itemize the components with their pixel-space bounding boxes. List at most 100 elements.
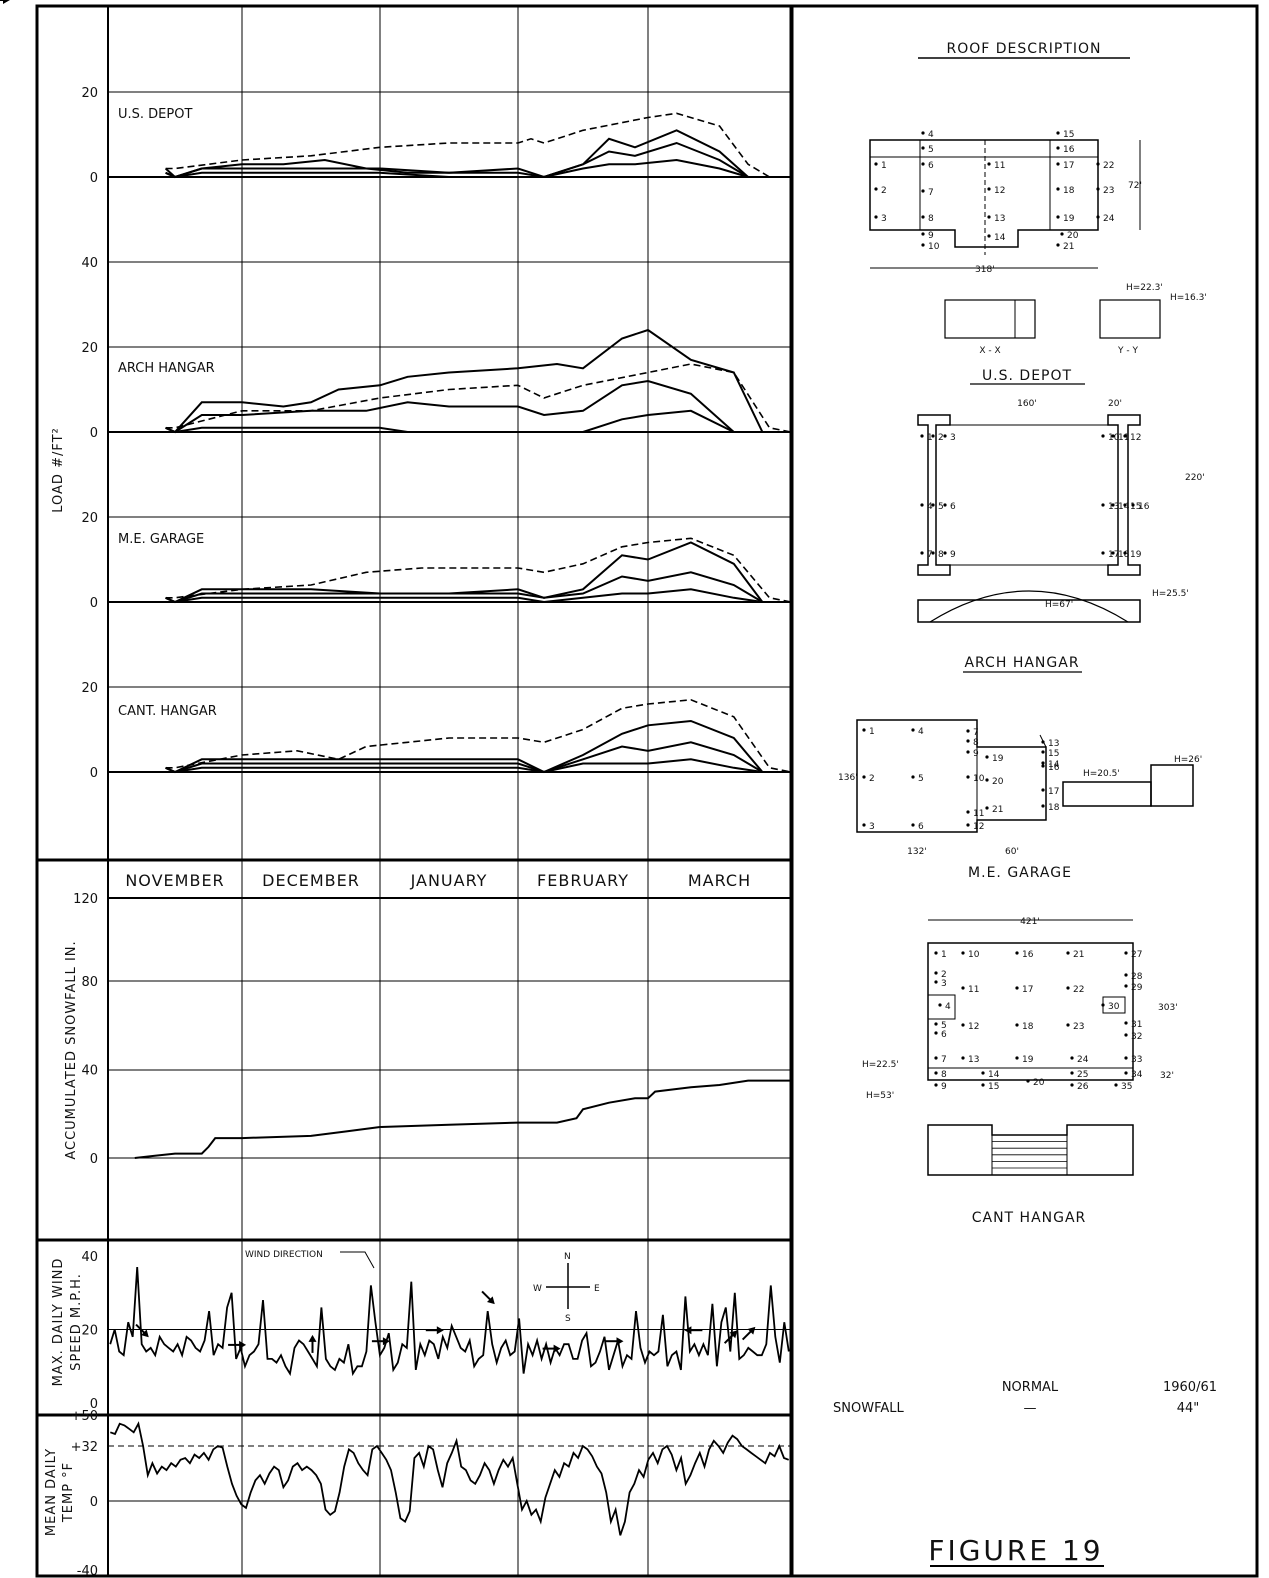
y-tick-label: +32 [71, 1440, 98, 1455]
roof-point [1101, 434, 1105, 438]
roof-point-label: 5 [938, 502, 944, 512]
season-value: 44" [1177, 1401, 1200, 1416]
temp-axis-label-line2: TEMP °F [61, 1462, 76, 1523]
wind-panel: 40 20 0 [0, 0, 791, 1412]
roof-point [961, 986, 965, 990]
dim-label: 60' [1005, 847, 1019, 857]
roof-point-label: 21 [1073, 950, 1084, 960]
month-band-frame [107, 859, 792, 899]
roof-point [1070, 1071, 1074, 1075]
dim-label: H=16.3' [1170, 293, 1207, 303]
y-tick-label: 80 [81, 975, 98, 990]
section-label: X - X [979, 346, 1000, 356]
wind-axis-label: MAX. DAILY WIND SPEED M.P.H. [51, 1258, 84, 1387]
roof-point-label: 16 [1022, 950, 1034, 960]
roof-point-label: 16 [1048, 763, 1060, 773]
roof-point-label: 24 [1077, 1055, 1089, 1065]
y-tick-label: 20 [81, 341, 98, 356]
load-panel: CANT. HANGAR 20 0 [81, 681, 792, 781]
wind-arrow [481, 1290, 495, 1305]
roof-point [1060, 232, 1064, 236]
wind-arrow-head [684, 1326, 692, 1335]
wind-arrow-head [239, 1340, 247, 1349]
load-series-line [165, 758, 763, 774]
roof-point [862, 823, 866, 827]
roof-point-label: 35 [1121, 1082, 1132, 1092]
temp-axis-label-line1: MEAN DAILY [44, 1448, 59, 1536]
roof-point [985, 778, 989, 782]
compass-e: E [594, 1284, 600, 1294]
roof-point-label: 8 [973, 738, 979, 748]
roof-point-label: 19 [1130, 550, 1142, 560]
roof-point-label: 18 [1118, 550, 1130, 560]
roof-point [1066, 951, 1070, 955]
roof-point [1111, 551, 1115, 555]
compass-n: N [564, 1252, 571, 1262]
dim-label: H=26' [1174, 755, 1202, 765]
roof-point [1056, 162, 1060, 166]
roof-point [1056, 131, 1060, 135]
roof-point [961, 1056, 965, 1060]
roof-point-label: 29 [1131, 983, 1143, 993]
row-snowfall: SNOWFALL [833, 1401, 904, 1416]
roof-point [934, 971, 938, 975]
roof-point-label: 2 [881, 186, 887, 196]
roof-point-label: 9 [973, 749, 979, 759]
roof-point [911, 728, 915, 732]
load-series-line [165, 541, 764, 604]
roof-point [1026, 1079, 1030, 1083]
load-series-line [165, 741, 763, 774]
us-depot-title: U.S. DEPOT [982, 368, 1072, 384]
roof-point [920, 503, 924, 507]
roof-point [938, 1003, 942, 1007]
wind-arrow [0, 0, 10, 4]
roof-point [943, 434, 947, 438]
roof-point-label: 3 [869, 822, 875, 832]
roof-point-label: 17 [1022, 985, 1033, 995]
roof-point-label: 13 [994, 214, 1005, 224]
roof-point-label: 2 [938, 433, 944, 443]
y-tick-label: 40 [81, 1250, 98, 1265]
roof-point-label: 18 [1063, 186, 1075, 196]
load-series-line [165, 588, 763, 604]
roof-point [1066, 986, 1070, 990]
y-tick-label: 0 [90, 596, 98, 611]
roof-point [1111, 503, 1115, 507]
roof-point [1096, 187, 1100, 191]
cant-hangar-diagram: 1234567891011121314151617181920212223242… [862, 917, 1178, 1226]
roof-point [911, 775, 915, 779]
wind-arrow-head [729, 1330, 738, 1339]
y-tick-label: 20 [81, 681, 98, 696]
roof-point [1101, 503, 1105, 507]
roof-point [987, 162, 991, 166]
load-series-line [165, 719, 764, 774]
roof-point-label: 1 [881, 161, 887, 171]
roof-point [921, 162, 925, 166]
roof-point-label: 10 [928, 242, 940, 252]
roof-point-label: 6 [928, 161, 934, 171]
roof-point [1041, 788, 1045, 792]
wind-arrow-head [382, 1337, 390, 1346]
roof-point-label: 11 [994, 161, 1005, 171]
temp-panel: +50 +32 0 -40 [71, 1409, 791, 1578]
wind-arrow [605, 1337, 624, 1346]
load-axis-label: LOAD #/FT² [51, 427, 66, 513]
dim-label: H=67' [1045, 600, 1073, 610]
col-normal: NORMAL [1002, 1380, 1059, 1395]
panel-name: M.E. GARAGE [118, 532, 204, 547]
temp-line [109, 1421, 790, 1536]
roof-point [934, 1031, 938, 1035]
roof-point-label: 14 [1118, 502, 1130, 512]
wind-arrow [228, 1340, 247, 1349]
roof-point [1041, 804, 1045, 808]
wind-direction-annotation: WIND DIRECTION [245, 1250, 323, 1260]
roof-point-label: 27 [1131, 950, 1142, 960]
dim-label: 220' [1185, 473, 1205, 483]
figure-title: FIGURE 19 [928, 1534, 1103, 1567]
roof-point-label: 15 [1063, 130, 1074, 140]
roof-point [934, 1071, 938, 1075]
load-panel: U.S. DEPOT 20 0 [81, 86, 791, 186]
section-xx-part [1014, 299, 1036, 339]
y-tick-label: 20 [81, 86, 98, 101]
roof-point [1070, 1083, 1074, 1087]
